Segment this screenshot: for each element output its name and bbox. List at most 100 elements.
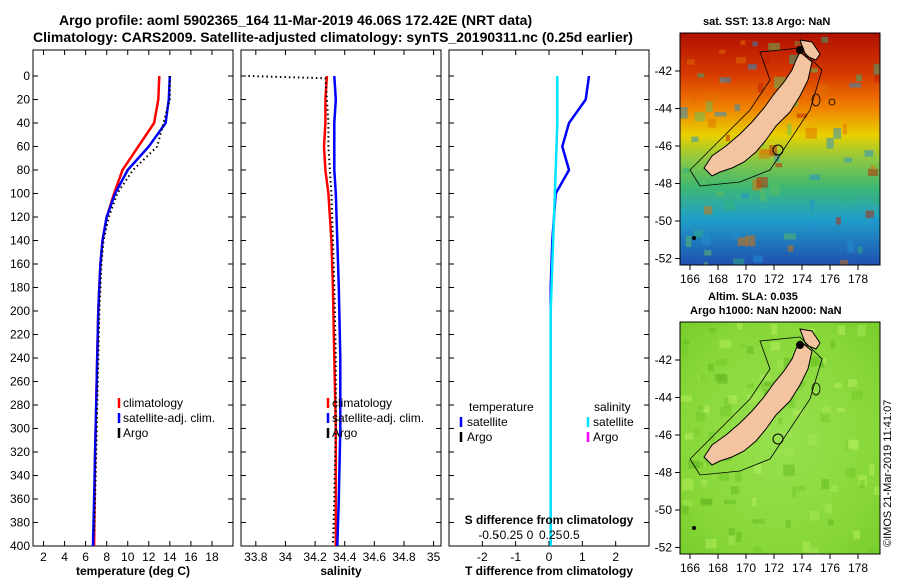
argo-location-marker-sla bbox=[772, 433, 784, 445]
x-tick-label: 14 bbox=[163, 550, 177, 564]
sst-map: sat. SST: 13.8 Argo: NaN -42 -44 -46 -48 -50… bbox=[655, 16, 881, 286]
map-lat-tick-label: -46 bbox=[655, 428, 673, 442]
legend-label: satellite bbox=[467, 415, 508, 429]
map-lat-tick-label: -42 bbox=[655, 353, 673, 367]
x-tick-label: 1 bbox=[579, 550, 586, 564]
depth-tick-label: 280 bbox=[10, 398, 30, 412]
map-lon-tick-label: 166 bbox=[680, 272, 700, 286]
x-tick-label: 8 bbox=[103, 550, 110, 564]
map-lat-tick-label: -48 bbox=[655, 466, 673, 480]
depth-tick-label: 300 bbox=[10, 422, 30, 436]
legend-label: satellite-adj. clim. bbox=[332, 411, 424, 425]
difference-series-salinity-satellite bbox=[549, 76, 559, 546]
depth-tick-label: 160 bbox=[10, 257, 30, 271]
s-tick-label: 0.25 bbox=[539, 528, 563, 542]
s-tick-label: 0 bbox=[527, 528, 534, 542]
x-tick-label: -2 bbox=[477, 550, 488, 564]
map-lon-tick-label: 174 bbox=[792, 272, 812, 286]
map-lon-tick-label: 172 bbox=[764, 561, 784, 575]
new-zealand-land-sla bbox=[703, 340, 813, 466]
depth-tick-label: 360 bbox=[10, 492, 30, 506]
s-tick-label: 0.5 bbox=[563, 528, 580, 542]
sla-map: Altim. SLA: 0.035 Argo h1000: NaN h2000:… bbox=[655, 291, 881, 575]
temperature-series-argo bbox=[93, 76, 171, 535]
temperature-x-axis-label: temperature (deg C) bbox=[76, 564, 190, 578]
map-lon-tick-label: 166 bbox=[680, 561, 700, 575]
map-lat-tick-label: -44 bbox=[655, 391, 673, 405]
figure-title-line-1: Argo profile: aoml 5902365_164 11-Mar-20… bbox=[59, 12, 532, 28]
x-tick-label: -1 bbox=[510, 550, 521, 564]
x-tick-label: 34.8 bbox=[392, 550, 416, 564]
depth-tick-label: 80 bbox=[17, 163, 31, 177]
s-tick-label: -0.25 bbox=[496, 528, 524, 542]
map-lat-tick-label: -52 bbox=[655, 541, 673, 555]
depth-tick-label: 200 bbox=[10, 304, 30, 318]
x-tick-label: 2 bbox=[612, 550, 619, 564]
sla-map-title-1: Altim. SLA: 0.035 bbox=[708, 291, 798, 303]
imos-credit: ©IMOS 21-Mar-2019 11:41:07 bbox=[882, 400, 894, 547]
map-lon-tick-label: 176 bbox=[820, 561, 840, 575]
map-lon-tick-label: 172 bbox=[764, 272, 784, 286]
depth-tick-label: 180 bbox=[10, 281, 30, 295]
map-lon-tick-label: 170 bbox=[736, 272, 756, 286]
x-tick-label: 34.2 bbox=[303, 550, 327, 564]
x-tick-label: 34.4 bbox=[333, 550, 357, 564]
salinity-series-satellite-adj-clim- bbox=[333, 75, 342, 547]
legend-temperature-title: temperature bbox=[469, 400, 534, 414]
legend-salinity-title: salinity bbox=[594, 400, 631, 414]
temperature-plot-frame bbox=[32, 49, 234, 547]
x-tick-label: 0 bbox=[546, 550, 553, 564]
salinity-panel: 33.8 34 34.2 34.4 34.6 34.8 35 salinity climatol… bbox=[240, 49, 442, 578]
depth-tick-label: 40 bbox=[17, 116, 31, 130]
map-lon-tick-label: 170 bbox=[736, 561, 756, 575]
difference-plot-frame bbox=[448, 49, 650, 547]
temperature-panel: 0 20 40 60 80 100 120 140 160 180 200 220 240 260 280 3… bbox=[10, 49, 234, 578]
legend-label: Argo bbox=[332, 426, 358, 440]
depth-tick-label: 100 bbox=[10, 187, 30, 201]
depth-tick-label: 60 bbox=[17, 140, 31, 154]
depth-tick-label: 340 bbox=[10, 469, 30, 483]
salinity-plot-frame bbox=[240, 49, 442, 547]
legend-label: Argo bbox=[593, 430, 619, 444]
difference-panel: -2 -1 0 1 2T difference from climatology temp… bbox=[448, 49, 650, 578]
x-tick-label: 16 bbox=[184, 550, 198, 564]
map-lat-tick-label: -42 bbox=[655, 64, 673, 78]
legend-label: satellite bbox=[593, 415, 634, 429]
map-lat-tick-label: -48 bbox=[655, 177, 673, 191]
s-difference-axis-label: S difference from climatology bbox=[465, 513, 634, 527]
depth-tick-label: 240 bbox=[10, 351, 30, 365]
depth-tick-label: 220 bbox=[10, 328, 30, 342]
depth-tick-label: 140 bbox=[10, 234, 30, 248]
map-lat-tick-label: -52 bbox=[655, 252, 673, 266]
x-tick-label: 18 bbox=[205, 550, 219, 564]
x-tick-label: 34 bbox=[279, 550, 293, 564]
depth-tick-label: 120 bbox=[10, 210, 30, 224]
map-lat-tick-label: -50 bbox=[655, 214, 673, 228]
x-tick-label: 12 bbox=[142, 550, 156, 564]
salinity-series-climatology bbox=[322, 75, 338, 546]
map-lat-tick-label: -46 bbox=[655, 139, 673, 153]
map-lat-tick-label: -50 bbox=[655, 503, 673, 517]
sst-map-title: sat. SST: 13.8 Argo: NaN bbox=[703, 16, 830, 28]
map-lon-tick-label: 168 bbox=[708, 272, 728, 286]
temperature-series-satellite-adj-clim- bbox=[91, 75, 172, 547]
depth-tick-label: 400 bbox=[10, 539, 30, 553]
depth-tick-label: 260 bbox=[10, 375, 30, 389]
x-tick-label: 6 bbox=[82, 550, 89, 564]
x-tick-label: 10 bbox=[121, 550, 135, 564]
x-tick-label: 4 bbox=[61, 550, 68, 564]
depth-tick-label: 20 bbox=[17, 93, 31, 107]
map-lon-tick-label: 176 bbox=[820, 272, 840, 286]
legend-label: Argo bbox=[467, 430, 493, 444]
salinity-x-axis-label: salinity bbox=[320, 564, 362, 578]
map-lon-tick-label: 168 bbox=[708, 561, 728, 575]
map-lon-tick-label: 178 bbox=[848, 561, 868, 575]
map-lon-tick-label: 174 bbox=[792, 561, 812, 575]
x-tick-label: 34.6 bbox=[363, 550, 387, 564]
x-tick-label: 2 bbox=[40, 550, 47, 564]
map-lon-tick-label: 178 bbox=[848, 272, 868, 286]
legend-label: Argo bbox=[123, 426, 149, 440]
legend-label: climatology bbox=[332, 396, 392, 410]
argo-location-marker-sst bbox=[772, 144, 784, 156]
